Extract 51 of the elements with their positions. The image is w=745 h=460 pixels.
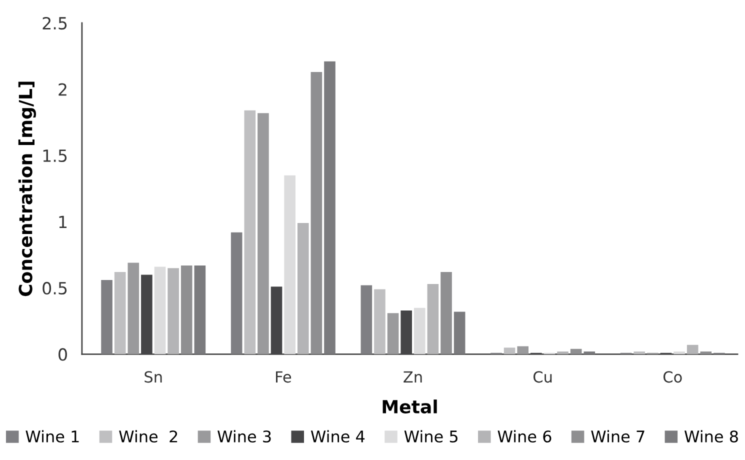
bar xyxy=(374,289,386,354)
bar xyxy=(310,72,322,354)
x-tick-label: Cu xyxy=(534,371,552,383)
bar xyxy=(557,352,568,354)
legend-label: Wine 6 xyxy=(498,430,552,443)
y-tick-label: 2 xyxy=(58,83,66,96)
bar xyxy=(258,113,269,354)
legend-label: Wine 8 xyxy=(684,430,738,443)
bar xyxy=(168,268,179,354)
bar xyxy=(634,352,646,354)
bar xyxy=(454,312,466,354)
y-tick-label: 1.5 xyxy=(43,150,67,162)
x-axis-title: Metal xyxy=(382,400,437,414)
bar xyxy=(284,175,296,354)
bar xyxy=(244,110,256,354)
bar xyxy=(427,284,439,354)
bar xyxy=(440,272,452,354)
bar xyxy=(570,348,582,354)
bar xyxy=(114,272,126,354)
x-tick-label: Zn xyxy=(404,371,422,382)
x-tick-label: Sn xyxy=(144,371,162,383)
bar xyxy=(128,262,140,354)
bar xyxy=(686,344,698,354)
y-tick-label: 1 xyxy=(59,216,67,228)
bar xyxy=(297,223,309,354)
bar xyxy=(180,265,192,354)
x-tick-label: Fe xyxy=(276,371,292,383)
legend-label: Wine 4 xyxy=(310,430,365,443)
legend-label: Wine 1 xyxy=(26,430,79,443)
bar xyxy=(674,352,685,354)
bar xyxy=(154,266,166,354)
y-tick-label: 0 xyxy=(58,348,67,361)
bar xyxy=(517,346,529,354)
bar xyxy=(504,348,516,354)
legend-label: Wine 2 xyxy=(119,430,178,443)
legend-label: Wine 7 xyxy=(591,430,644,443)
bar xyxy=(387,313,399,354)
bar xyxy=(194,265,206,354)
bar xyxy=(230,232,242,354)
bar xyxy=(584,352,596,354)
legend-label: Wine 5 xyxy=(404,430,458,443)
y-tick-label: 2.5 xyxy=(42,16,67,30)
x-tick-label: Co xyxy=(663,371,682,383)
bar xyxy=(360,285,372,354)
y-axis-title: Concentration [mg/L] xyxy=(18,82,36,296)
bar xyxy=(101,280,112,354)
bar xyxy=(700,352,712,354)
bar xyxy=(414,308,426,354)
legend-label: Wine 3 xyxy=(218,430,271,443)
y-tick-label: 0.5 xyxy=(42,282,67,295)
bar xyxy=(324,61,336,354)
